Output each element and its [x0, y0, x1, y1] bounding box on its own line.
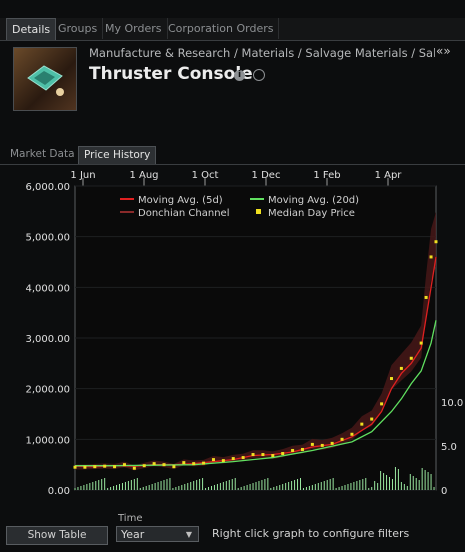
median-point [350, 432, 354, 436]
x-tick-label: 1 Feb [313, 170, 340, 181]
median-point [399, 366, 403, 370]
series-line [75, 320, 437, 467]
median-point [221, 459, 225, 463]
item-title: Thruster Console [89, 64, 253, 84]
median-point [152, 462, 156, 466]
median-point [192, 462, 196, 466]
x-tick-label: 1 Oct [192, 170, 219, 181]
info-icon[interactable]: i [234, 70, 245, 81]
median-point [409, 356, 413, 360]
chevron-down-icon: ▼ [185, 530, 192, 539]
median-point [73, 465, 77, 469]
chart-svg[interactable]: 1 Jun 1 Aug 1 Oct 1 Dec 1 Feb 1 Apr 6,000.00 5… [0, 166, 465, 500]
legend-median-swatch [256, 209, 261, 214]
median-point [261, 453, 265, 457]
tab-corporation-orders[interactable]: Corporation Orders [163, 18, 280, 39]
sub-tabs: Market Data Price History [0, 146, 465, 165]
median-point [103, 464, 107, 468]
median-point [310, 442, 314, 446]
median-point [142, 464, 146, 468]
median-point [360, 422, 364, 426]
median-point [231, 457, 235, 461]
hint-text: Right click graph to configure filters [212, 527, 410, 540]
median-point [429, 255, 433, 259]
breadcrumb-nav-icon[interactable]: «» [436, 44, 451, 58]
median-point [83, 465, 87, 469]
median-point [241, 456, 245, 460]
item-icon [13, 47, 77, 111]
top-tabs: Details Groups My Orders Corporation Ord… [0, 18, 465, 41]
legend-ma5-label: Moving Avg. (5d) [138, 195, 223, 206]
price-history-chart[interactable]: 1 Jun 1 Aug 1 Oct 1 Dec 1 Feb 1 Apr 6,000.00 5… [0, 166, 465, 500]
y-tick-label: 2,000.00 [25, 385, 70, 396]
y-tick-label: 3,000.00 [25, 334, 70, 345]
median-point [132, 466, 136, 470]
y-tick-label: 0.00 [48, 486, 70, 497]
legend-ma20-label: Moving Avg. (20d) [268, 195, 359, 206]
time-select-value: Year [121, 528, 145, 541]
x-tick-label: 1 Jun [70, 170, 95, 181]
volume-tick-label: 5.0 [441, 442, 457, 453]
y-tick-label: 1,000.00 [25, 435, 70, 446]
x-tick-label: 1 Dec [252, 170, 281, 181]
median-point [370, 417, 374, 421]
tab-details[interactable]: Details [6, 18, 57, 40]
show-table-button[interactable]: Show Table [6, 526, 108, 545]
legend-donchian-label: Donchian Channel [138, 208, 229, 219]
median-point [281, 452, 285, 456]
median-point [300, 447, 304, 451]
median-point [93, 465, 97, 469]
volume-tick-label: 10.0 [441, 398, 463, 409]
median-point [434, 240, 438, 244]
tab-groups[interactable]: Groups [53, 18, 104, 39]
median-point [162, 463, 166, 467]
tab-my-orders[interactable]: My Orders [100, 18, 168, 39]
target-icon[interactable] [253, 69, 265, 81]
y-tick-label: 5,000.00 [25, 233, 70, 244]
median-point [419, 341, 423, 345]
median-point [291, 448, 295, 452]
x-tick-label: 1 Aug [129, 170, 158, 181]
y-tick-label: 4,000.00 [25, 283, 70, 294]
breadcrumb[interactable]: Manufacture & Research / Materials / Sal… [89, 46, 435, 60]
median-point [182, 461, 186, 465]
legend-median-label: Median Day Price [268, 208, 355, 219]
median-point [211, 458, 215, 462]
x-tick-label: 1 Apr [375, 170, 403, 181]
median-point [271, 454, 275, 458]
median-point [202, 461, 206, 465]
median-point [320, 443, 324, 447]
median-point [424, 295, 428, 299]
median-point [330, 441, 334, 445]
time-select[interactable]: Year ▼ [116, 526, 199, 542]
y-tick-label: 6,000.00 [25, 182, 70, 193]
median-point [172, 465, 176, 469]
volume-tick-label: 0 [441, 486, 447, 497]
median-point [122, 463, 126, 467]
thruster-console-icon [27, 65, 64, 96]
median-point [380, 402, 384, 406]
time-label: Time [118, 513, 143, 524]
tab-price-history[interactable]: Price History [78, 146, 157, 164]
median-point [389, 377, 393, 381]
median-point [113, 465, 117, 469]
median-point [340, 437, 344, 441]
tab-market-data[interactable]: Market Data [10, 148, 75, 160]
median-point [251, 453, 255, 457]
